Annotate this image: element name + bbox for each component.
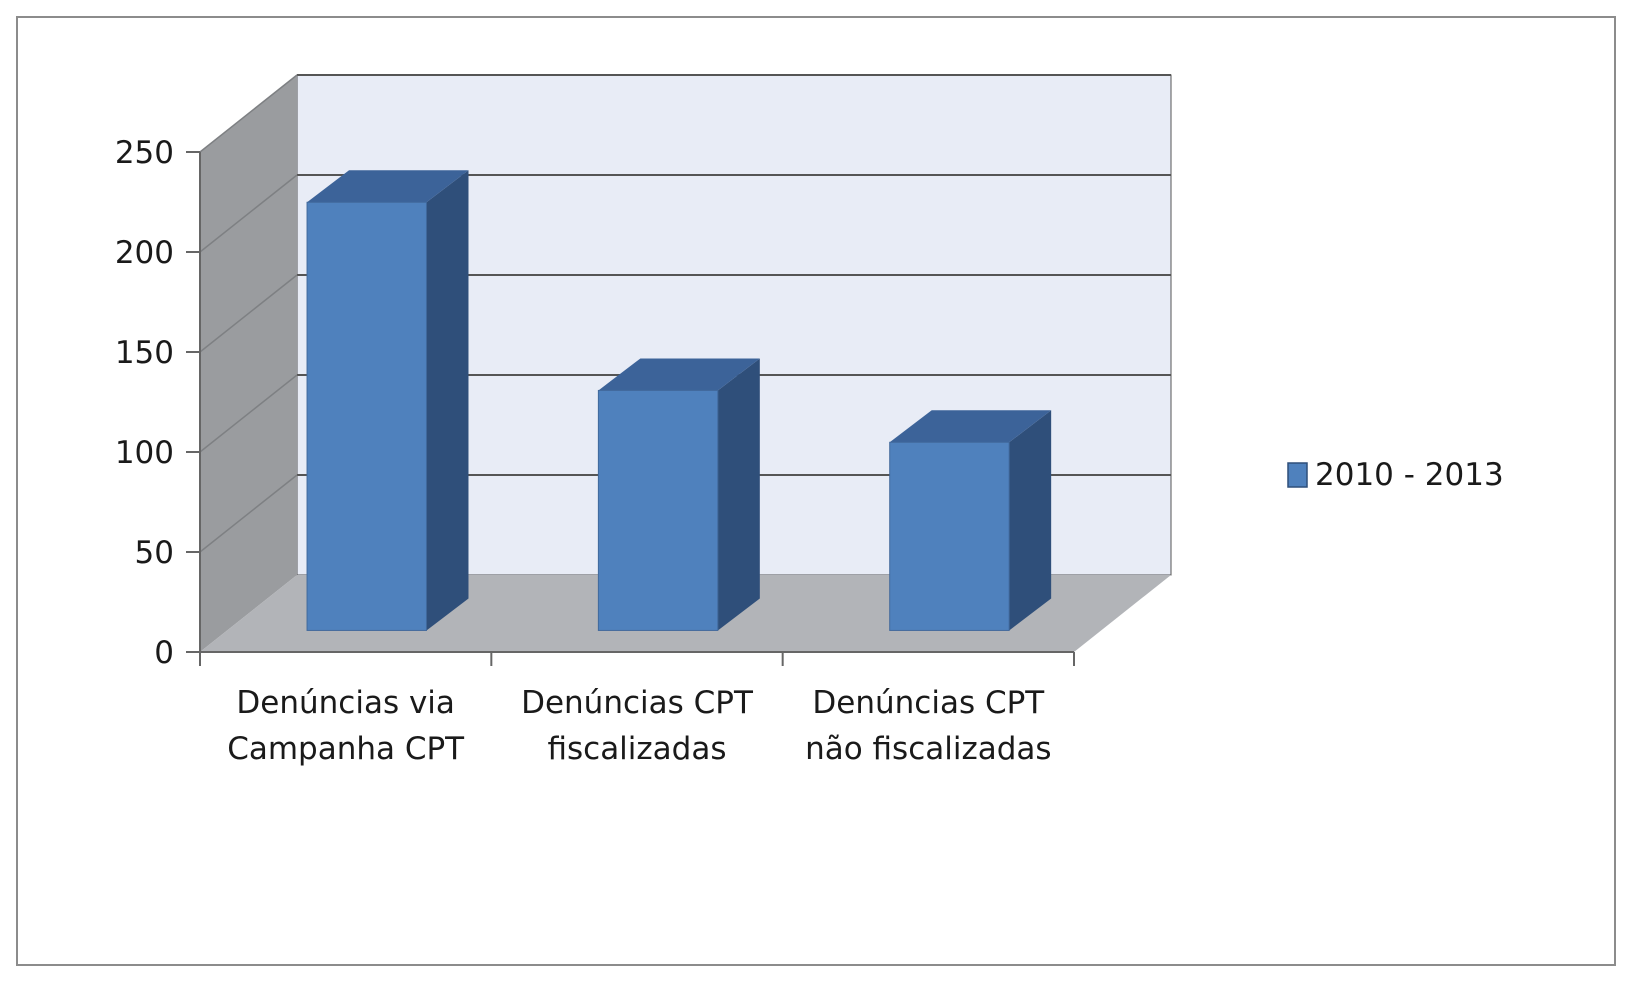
bar <box>597 389 719 631</box>
bar-top <box>307 170 469 203</box>
y-tick-label: 0 <box>154 635 174 671</box>
side-gridline <box>199 174 298 253</box>
side-gridline <box>199 274 298 353</box>
y-tick-label: 250 <box>115 135 174 171</box>
y-tick-label: 150 <box>115 335 174 371</box>
bar <box>889 441 1010 631</box>
category-label-line: fiscalizadas <box>547 731 726 767</box>
category-labels: Denúncias via Campanha CPT Denúncias CPT fi… <box>227 685 1051 767</box>
y-tick-label: 50 <box>135 535 174 571</box>
side-wall <box>200 75 297 652</box>
y-tick-label: 200 <box>115 235 174 271</box>
category-label: Denúncias via Campanha CPT <box>227 685 465 767</box>
bars <box>306 170 1052 631</box>
category-label-line: Denúncias CPT <box>812 685 1045 721</box>
chart-frame: 0 50 100 150 200 250 Denúncias via Campanha CP… <box>16 16 1616 966</box>
y-tick-label: 100 <box>115 435 174 471</box>
bar-top <box>889 410 1052 443</box>
category-label-line: não fiscalizadas <box>805 731 1052 767</box>
side-gridline <box>199 474 298 553</box>
legend-label: 2010 - 2013 <box>1315 457 1504 493</box>
axis-lines <box>186 151 1075 666</box>
bar-side <box>1009 410 1052 631</box>
side-gridline <box>199 374 298 453</box>
category-label-line: Denúncias via <box>236 685 455 721</box>
bar-side <box>426 170 469 631</box>
side-gridline <box>199 74 298 153</box>
category-label: Denúncias CPT não fiscalizadas <box>805 685 1052 767</box>
bar-side <box>717 358 760 631</box>
category-label-line: Campanha CPT <box>227 731 465 767</box>
y-tick-labels: 0 50 100 150 200 250 <box>115 135 174 671</box>
bar-top <box>598 358 760 391</box>
legend-swatch <box>1287 462 1308 488</box>
category-label: Denúncias CPT fiscalizadas <box>521 685 754 767</box>
bar <box>306 201 427 631</box>
category-label-line: Denúncias CPT <box>521 685 754 721</box>
chart-svg: 0 50 100 150 200 250 Denúncias via Campanha CP… <box>115 74 1504 767</box>
legend: 2010 - 2013 <box>1287 457 1504 493</box>
